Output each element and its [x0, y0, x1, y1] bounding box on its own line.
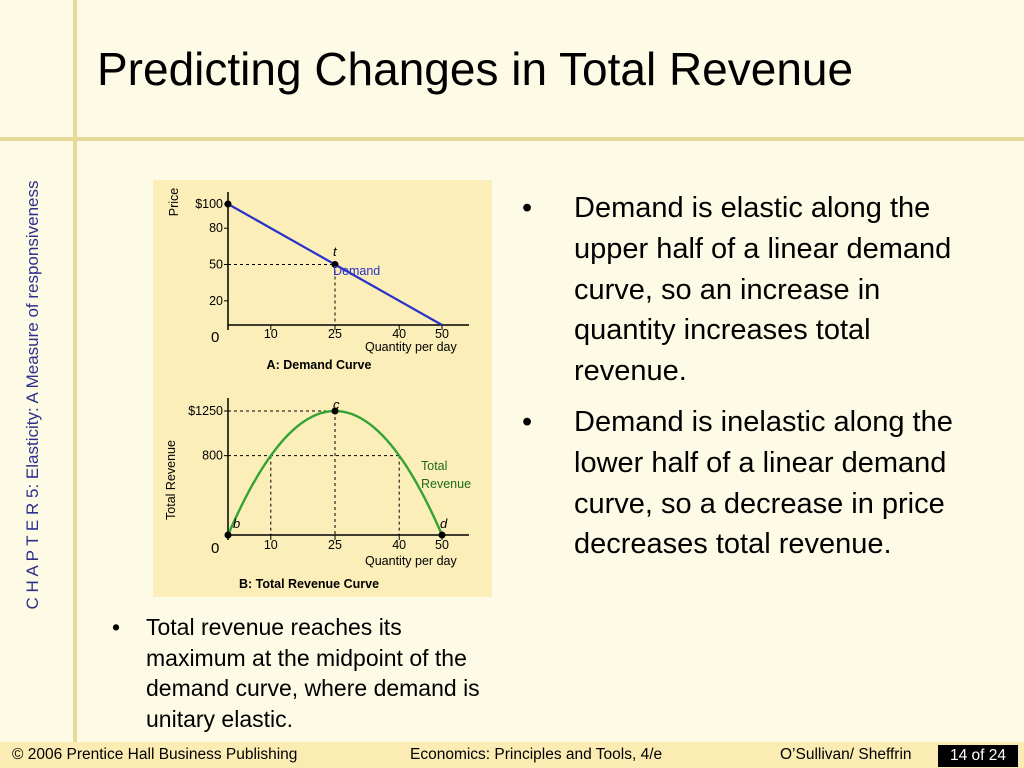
- chapter-sidebar-label: C H A P T E R 5: Elasticity: A Measure o…: [23, 180, 42, 610]
- footer-copyright: © 2006 Prentice Hall Business Publishing: [12, 746, 298, 763]
- left-guide-line: [73, 0, 77, 742]
- demand-y-label: Price: [167, 188, 181, 217]
- revenue-x-label: Quantity per day: [365, 554, 457, 568]
- revenue-point-b: [224, 531, 232, 539]
- revenue-point-d: [438, 531, 446, 539]
- demand-x-label: Quantity per day: [365, 340, 457, 354]
- bullet-text-max-revenue: Total revenue reaches its maximum at the…: [146, 614, 480, 732]
- bullet-text-inelastic: Demand is inelastic along the lower half…: [574, 405, 953, 561]
- bullet-item-inelastic: • Demand is inelastic along the lower ha…: [522, 402, 982, 565]
- revenue-x-tick-10: 10: [264, 538, 278, 552]
- title-guide-line: [0, 137, 1024, 141]
- demand-x-tick-50: 50: [435, 327, 449, 341]
- revenue-point-d-label: d: [440, 516, 448, 531]
- revenue-point-c: [331, 407, 339, 415]
- figure-svg: Price $100 80 50 20 0 10 25 40 50 Quanti…: [164, 188, 471, 591]
- slide-title: Predicting Changes in Total Revenue: [97, 43, 854, 95]
- demand-y-tick-20: 20: [209, 294, 223, 308]
- revenue-x-tick-50: 50: [435, 538, 449, 552]
- bullet-marker: •: [112, 614, 121, 640]
- revenue-point-b-label: b: [233, 516, 240, 531]
- revenue-y-label: Total Revenue: [164, 440, 178, 520]
- revenue-x-tick-0: 0: [211, 540, 219, 557]
- demand-chart: Price $100 80 50 20 0 10 25 40 50 Quanti…: [167, 188, 469, 372]
- revenue-y-tick-1250: $1250: [188, 404, 223, 418]
- revenue-y-tick-marks: [224, 410, 228, 457]
- demand-x-tick-0: 0: [211, 329, 219, 346]
- demand-x-tick-40: 40: [392, 327, 406, 341]
- page-number: 14 of 24: [938, 745, 1018, 767]
- revenue-series-label-line2: Revenue: [421, 477, 471, 491]
- demand-x-tick-marks: [270, 325, 443, 330]
- bullet-item-elastic: • Demand is elastic along the upper half…: [522, 188, 982, 392]
- footer-authors: O’Sullivan/ Sheffrin: [780, 746, 912, 763]
- demand-y-tick-100: $100: [195, 197, 223, 211]
- demand-y-tick-80: 80: [209, 221, 223, 235]
- right-bullet-list: • Demand is elastic along the upper half…: [522, 188, 982, 575]
- demand-series-label: Demand: [333, 264, 380, 278]
- demand-y-tick-50: 50: [209, 258, 223, 272]
- demand-point-top: [224, 200, 232, 208]
- footer-book-title: Economics: Principles and Tools, 4/e: [410, 746, 663, 763]
- revenue-guides: [228, 410, 400, 535]
- figure-panel: Price $100 80 50 20 0 10 25 40 50 Quanti…: [153, 180, 492, 597]
- demand-x-tick-10: 10: [264, 327, 278, 341]
- demand-x-tick-25: 25: [328, 327, 342, 341]
- revenue-point-c-label: c: [333, 397, 340, 412]
- revenue-series-label-line1: Total: [421, 459, 447, 473]
- revenue-x-tick-25: 25: [328, 538, 342, 552]
- revenue-y-tick-800: 800: [202, 449, 223, 463]
- footer-bar: © 2006 Prentice Hall Business Publishing…: [0, 742, 1024, 768]
- revenue-chart-title: B: Total Revenue Curve: [239, 577, 379, 591]
- bullet-text-elastic: Demand is elastic along the upper half o…: [574, 192, 952, 388]
- revenue-chart: Total Revenue $1250 800 0 10 25 40 50 Qu…: [164, 397, 471, 591]
- demand-point-t-label: t: [333, 244, 338, 259]
- bullet-marker: •: [522, 192, 533, 224]
- demand-chart-title: A: Demand Curve: [267, 358, 372, 372]
- bullet-marker: •: [522, 405, 533, 438]
- bullet-item-max-revenue: • Total revenue reaches its maximum at t…: [112, 612, 502, 734]
- revenue-x-tick-40: 40: [392, 538, 406, 552]
- demand-point-t: [331, 261, 339, 268]
